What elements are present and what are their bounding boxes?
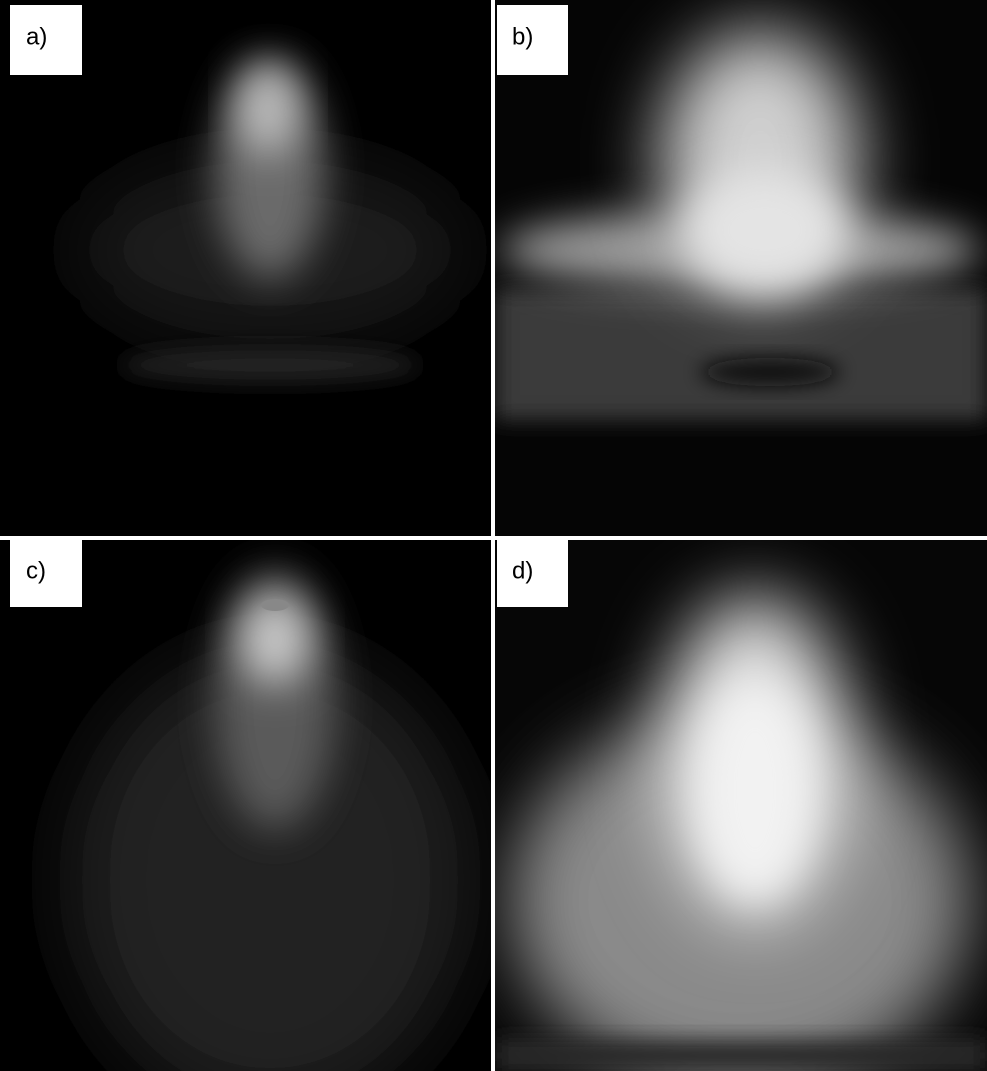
panel-label: c) — [26, 557, 46, 584]
page: a) b) c) d) (() => { const data = JSON.p… — [0, 0, 987, 1071]
panel-label: b) — [512, 23, 533, 50]
photo-c — [0, 540, 491, 1071]
label-box — [10, 540, 82, 607]
panel-label: a) — [26, 23, 47, 50]
figure: a) b) c) d) — [0, 0, 987, 1071]
photo-a — [0, 0, 491, 536]
photo-b — [495, 0, 987, 536]
photo-d — [495, 540, 987, 1071]
panel-label: d) — [512, 557, 533, 584]
